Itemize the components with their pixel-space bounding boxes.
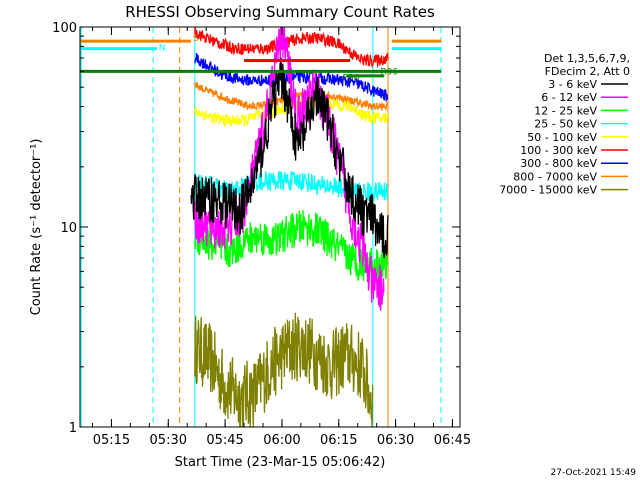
series-line [194,27,389,69]
legend: Det 1,3,5,6,7,9,FDecim 2, Att 03 - 6 keV… [499,52,630,197]
x-tick-label: 05:45 [206,433,243,448]
x-tick-label: 06:00 [263,433,300,448]
legend-entry-label: 7000 - 15000 keV [499,184,597,197]
legend-header: FDecim 2, Att 0 [545,65,630,78]
flag-label: S [193,34,199,44]
legend-entry-label: 50 - 100 keV [527,131,597,144]
legend-entry-label: 100 - 300 keV [520,144,597,157]
y-axis-label: Count Rate (s⁻¹ detector⁻¹) [29,139,44,316]
y-tick-label: 100 [52,21,77,36]
legend-header: Det 1,3,5,6,7,9, [544,52,630,65]
x-tick-label: 06:30 [377,433,414,448]
y-tick-label: 10 [60,221,77,236]
flag-label: R96 [380,67,398,77]
legend-entry-label: 12 - 25 keV [534,104,597,117]
series-line [190,57,389,259]
x-tick-label: 05:30 [150,433,187,448]
y-tick-label: 1 [69,421,77,436]
chart-title: RHESSI Observing Summary Count Rates [125,3,435,21]
flag-label: F [384,56,389,66]
legend-entry-label: 6 - 12 keV [541,91,597,104]
series-line [194,210,389,283]
flag-label: N [159,43,166,53]
x-axis-label: Start Time (23-Mar-15 05:06:42) [175,455,386,470]
x-tick-label: 05:15 [93,433,130,448]
legend-entry-label: 3 - 6 keV [548,78,597,91]
legend-entry-label: 300 - 800 keV [520,157,597,170]
x-tick-label: 06:45 [434,433,471,448]
x-tick-label: 06:15 [320,433,357,448]
flag-label: P96 [343,73,360,83]
legend-entry-label: 25 - 50 keV [534,118,597,131]
legend-entry-label: 800 - 7000 keV [513,170,597,183]
series-line [194,312,374,427]
footer-date: 27-Oct-2021 15:49 [551,468,637,478]
